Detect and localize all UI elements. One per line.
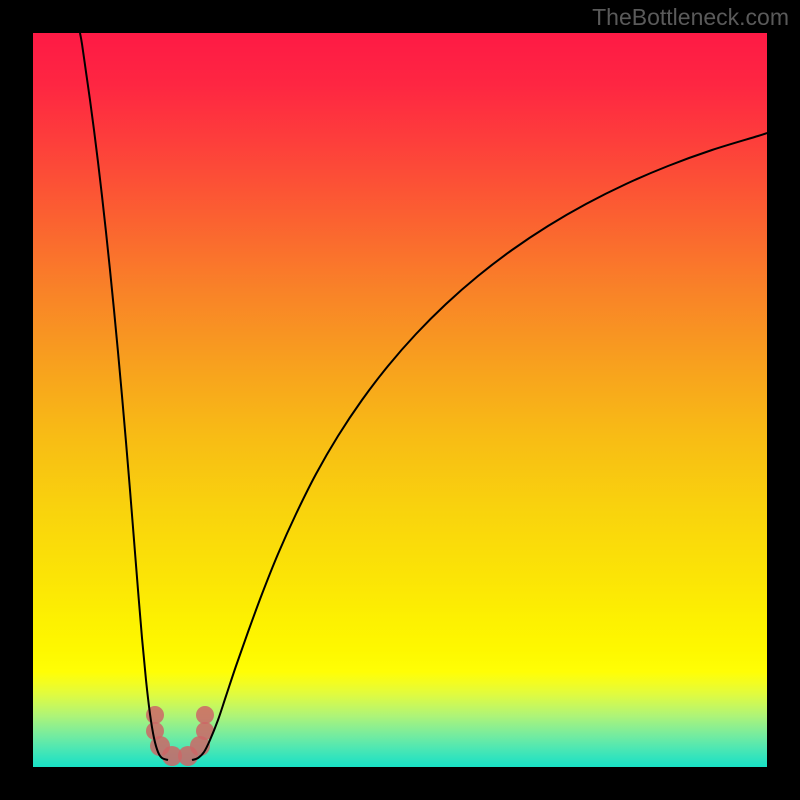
gradient-plot-area (33, 33, 767, 767)
chart-container: TheBottleneck.com (0, 0, 800, 800)
watermark-text: TheBottleneck.com (592, 4, 789, 31)
